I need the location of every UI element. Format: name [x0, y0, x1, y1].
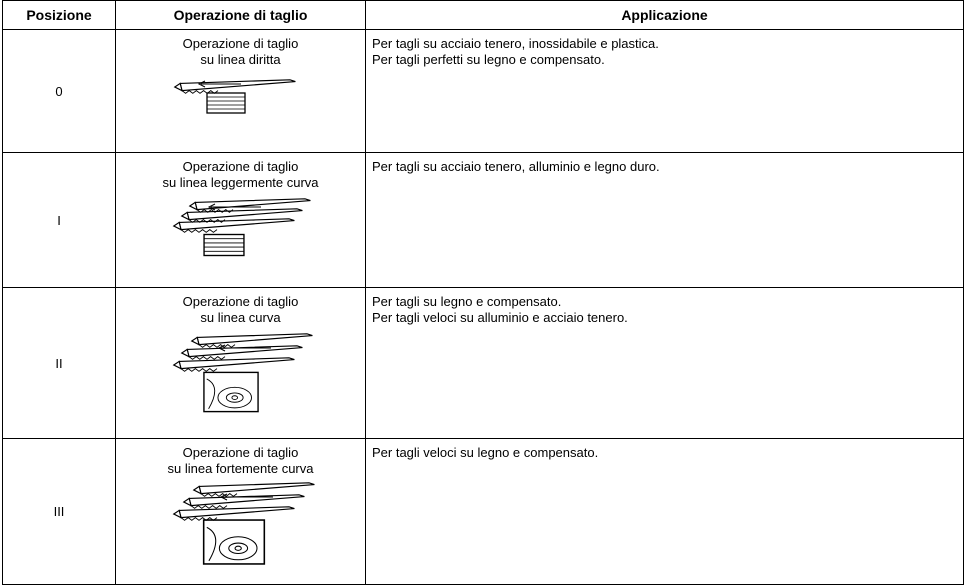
text: Per tagli veloci su alluminio e acciaio … — [372, 310, 628, 325]
text: su linea leggermente curva — [162, 175, 319, 190]
text: Per tagli su acciaio tenero, inossidabil… — [372, 36, 659, 51]
position: III — [2, 438, 116, 585]
operation: Operazione di taglio su linea diritta — [115, 29, 366, 153]
illustration — [172, 333, 313, 413]
application: Per tagli su legno e compensato. Per tag… — [365, 287, 964, 439]
operation: Operazione di taglio su linea leggerment… — [115, 152, 366, 288]
illustration — [173, 79, 296, 114]
operation: Operazione di taglio su linea curva — [115, 287, 366, 439]
application: Per tagli su acciaio tenero, inossidabil… — [365, 29, 964, 153]
application: Per tagli veloci su legno e compensato. — [365, 438, 964, 585]
operation: Operazione di taglio su linea fortemente… — [115, 438, 366, 585]
text: su linea diritta — [200, 52, 281, 67]
text: Operazione di taglio — [182, 159, 299, 174]
row: II Operazione di taglio su linea curva P… — [2, 287, 964, 439]
text: su linea fortemente curva — [167, 461, 314, 476]
row: I Operazione di taglio su linea leggerme… — [2, 152, 964, 288]
row: III Operazione di taglio su linea fortem… — [2, 438, 964, 585]
illustration — [172, 482, 315, 565]
text: su linea curva — [200, 310, 281, 325]
text: Operazione di taglio — [182, 445, 299, 460]
position: 0 — [2, 29, 116, 153]
header-cell: Applicazione — [365, 0, 964, 30]
text: Operazione di taglio — [182, 36, 299, 51]
application: Per tagli su acciaio tenero, alluminio e… — [365, 152, 964, 288]
header-cell: Operazione di taglio — [115, 0, 366, 30]
position: II — [2, 287, 116, 439]
text: Per tagli perfetti su legno e compensato… — [372, 52, 605, 67]
text: Operazione di taglio — [182, 294, 299, 309]
text: Per tagli su acciaio tenero, alluminio e… — [372, 159, 660, 174]
row: 0 Operazione di taglio su linea diritta … — [2, 29, 964, 153]
position: I — [2, 152, 116, 288]
header-cell: Posizione — [2, 0, 116, 30]
header-row: Posizione Operazione di taglio Applicazi… — [2, 0, 964, 30]
illustration — [172, 198, 311, 257]
text: Per tagli su legno e compensato. — [372, 294, 562, 309]
text: Per tagli veloci su legno e compensato. — [372, 445, 599, 460]
